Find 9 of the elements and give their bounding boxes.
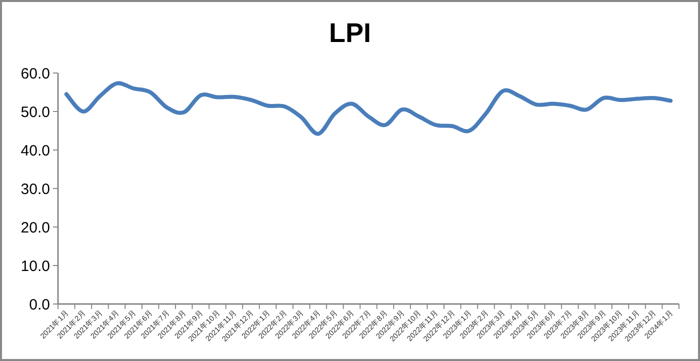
y-tick-label: 20.0 xyxy=(20,220,50,236)
y-tick-label: 10.0 xyxy=(20,258,50,275)
y-tick-label: 50.0 xyxy=(20,104,50,121)
y-tick-label: 0.0 xyxy=(29,296,50,314)
chart-title: LPI xyxy=(328,18,372,48)
y-tick-label: 60.0 xyxy=(20,66,50,82)
y-tick-label: 40.0 xyxy=(20,142,50,160)
line-series xyxy=(64,81,673,136)
y-tick-label: 30.0 xyxy=(20,181,50,198)
